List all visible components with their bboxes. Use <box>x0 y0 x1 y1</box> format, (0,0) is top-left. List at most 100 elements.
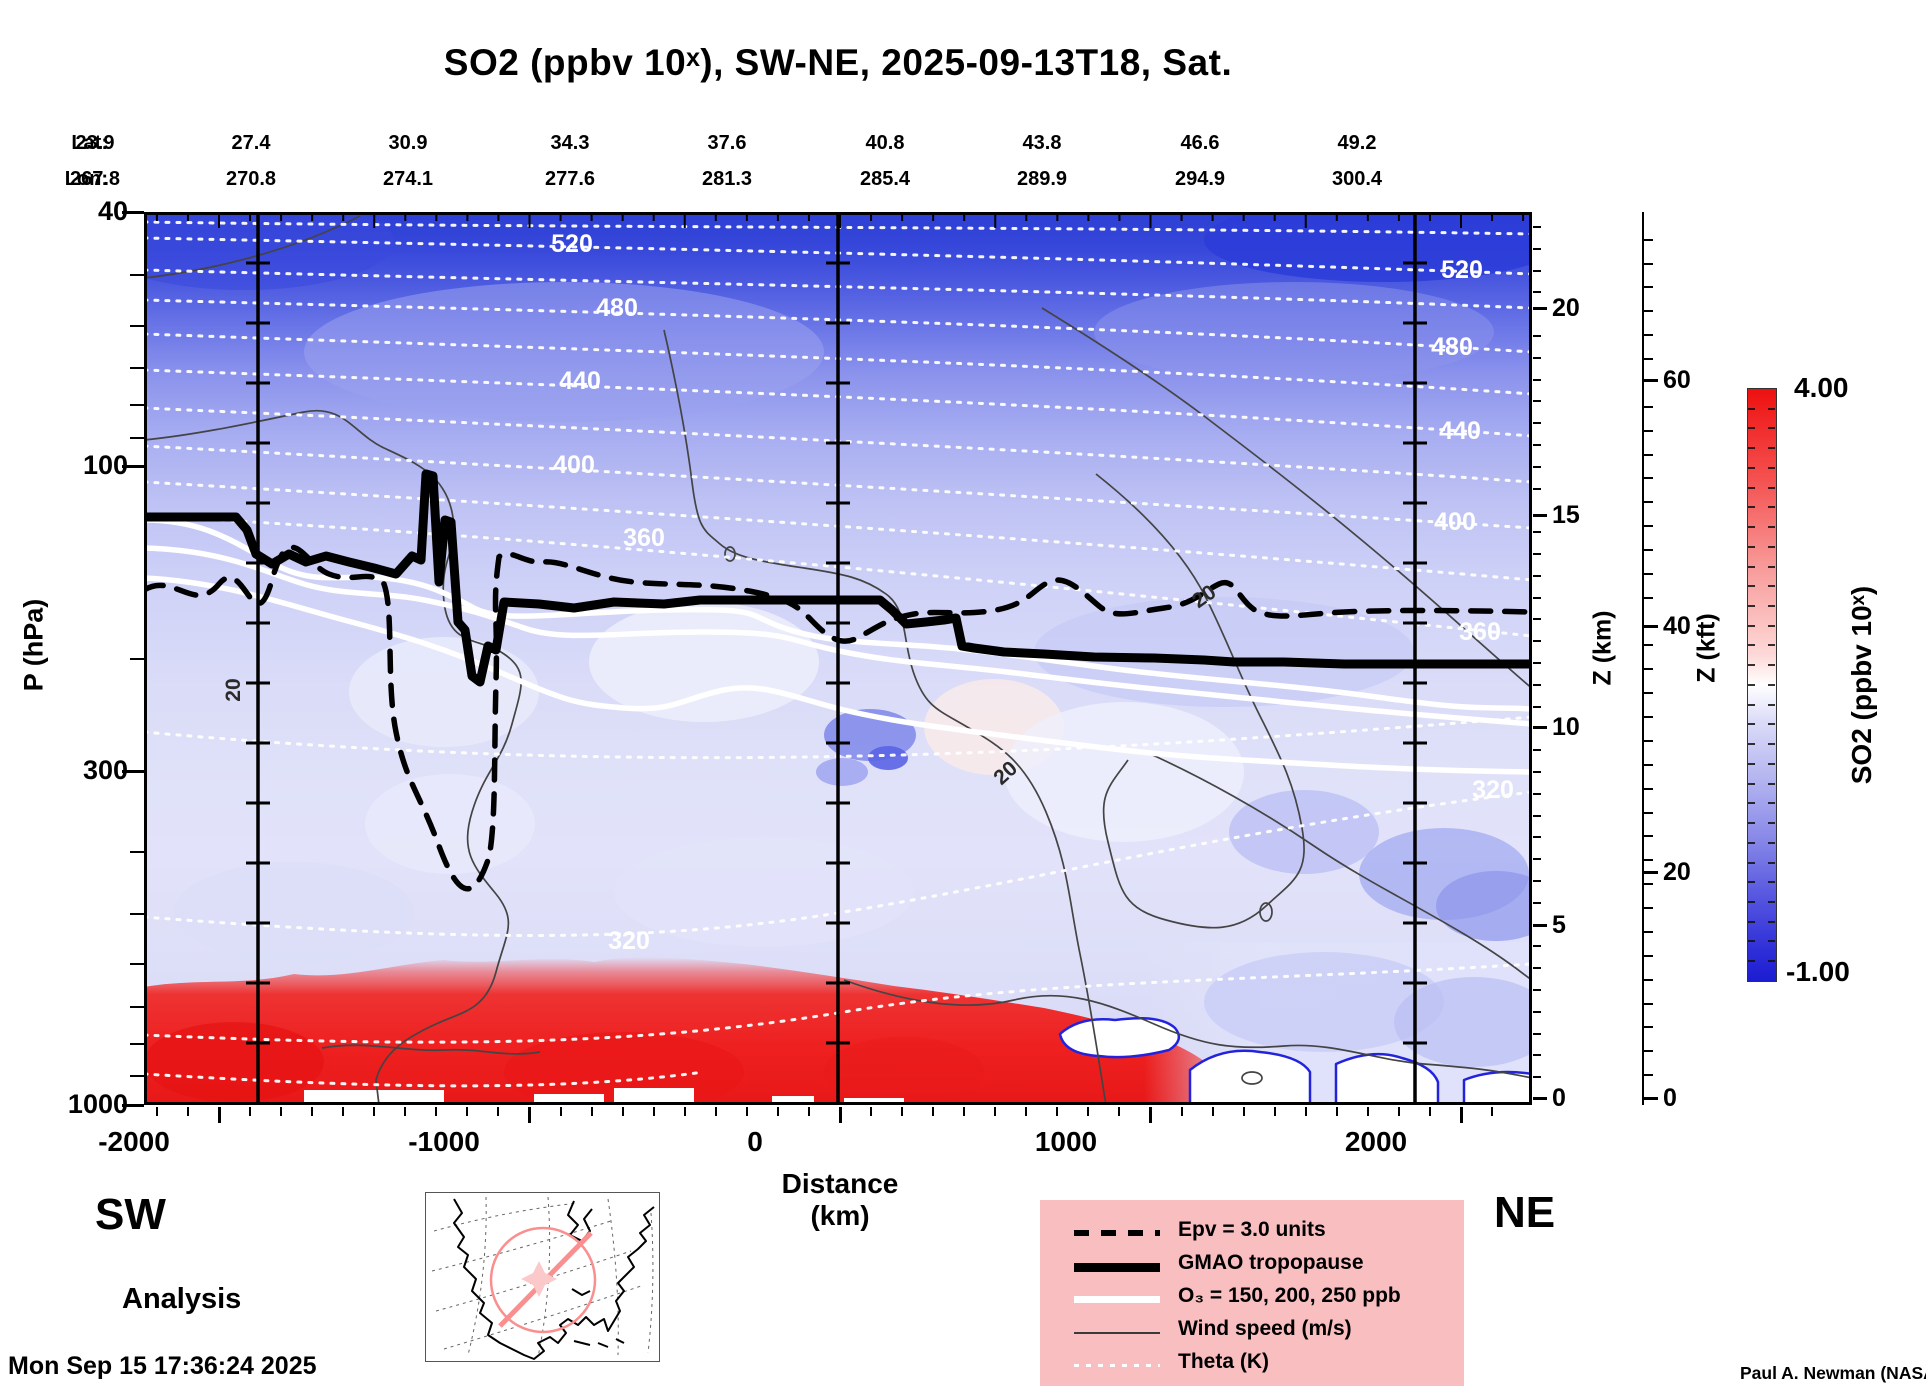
x-minor-tick <box>311 1107 314 1116</box>
colorbar-tick <box>1748 526 1755 529</box>
colorbar-tick <box>1748 664 1755 667</box>
x-minor-tick <box>1273 1107 1276 1116</box>
zkm-major-tick <box>1533 514 1547 517</box>
lat-value: 46.6 <box>1180 132 1220 154</box>
x-minor-tick <box>497 1107 500 1116</box>
theta-label: 400 <box>553 451 595 479</box>
zkm-major-tick <box>1533 726 1547 729</box>
colorbar-tick <box>1748 427 1755 430</box>
lat-value: 23.9 <box>75 132 115 154</box>
colorbar-tick <box>1748 585 1755 588</box>
transect-map <box>431 1196 655 1360</box>
x-minor-tick <box>1087 1107 1090 1116</box>
colorbar-tick <box>1768 644 1775 647</box>
lon-axis-label: Lon: <box>64 168 108 190</box>
lon-value: 281.3 <box>701 168 753 190</box>
zkft-minor-tick <box>1644 572 1653 575</box>
colorbar-tick <box>1768 545 1775 548</box>
zkm-minor-tick <box>1533 945 1541 948</box>
x-minor-tick <box>994 1107 997 1116</box>
lon-value: 300.4 <box>1331 168 1383 190</box>
y-major-tick <box>122 1104 144 1107</box>
legend-item: O₃ = 150, 200, 250 ppb <box>1040 1282 1464 1315</box>
colorbar-tick <box>1748 782 1755 785</box>
colorbar-tick <box>1748 644 1755 647</box>
y-minor-tick <box>130 1006 144 1008</box>
zkm-minor-tick <box>1533 444 1541 446</box>
lat-value: 49.2 <box>1337 132 1377 154</box>
theta-label: 360 <box>1459 618 1501 646</box>
z-km-tick-label: 0 <box>1552 1084 1566 1112</box>
colorbar-tick <box>1768 743 1775 746</box>
theta-label: 480 <box>1431 333 1473 361</box>
lon-value: 289.9 <box>1016 168 1068 190</box>
colorbar-axis-label: SO2 (ppbv 10ˣ) <box>1846 585 1877 785</box>
gmao-tropopause-line <box>139 469 1537 687</box>
x-minor-tick <box>932 1107 935 1116</box>
theta-label: 520 <box>551 230 593 258</box>
zkft-minor-tick <box>1644 930 1653 933</box>
low-so2-holes <box>1058 1016 1534 1107</box>
legend-item-label: Theta (K) <box>1178 1350 1269 1373</box>
zkft-minor-tick <box>1644 763 1653 766</box>
zkft-minor-tick <box>1644 1050 1653 1053</box>
y-minor-tick <box>130 963 144 965</box>
colorbar-tick <box>1748 743 1755 746</box>
epv-contour-line <box>141 544 1535 892</box>
colorbar-tick <box>1748 802 1755 805</box>
x-minor-tick <box>1335 1107 1338 1116</box>
zkft-minor-tick <box>1644 358 1653 361</box>
zkm-minor-tick <box>1533 422 1541 425</box>
colorbar-tick <box>1768 900 1775 903</box>
x-minor-tick <box>373 1107 376 1116</box>
lon-value: 270.8 <box>225 168 277 190</box>
x-minor-tick <box>1180 1107 1183 1116</box>
colorbar-tick <box>1748 940 1755 943</box>
zkft-minor-tick <box>1644 1002 1653 1005</box>
zkft-minor-tick <box>1644 811 1653 814</box>
x-minor-tick <box>1397 1107 1400 1116</box>
colorbar-tick <box>1748 506 1755 509</box>
zkft-minor-tick <box>1644 644 1653 647</box>
legend-sample-thick-white-icon <box>1074 1296 1160 1303</box>
map-range-circle <box>489 1226 597 1334</box>
so2-field-canvas: 5205204804804404404004003603603203202020… <box>94 194 1564 1112</box>
zkft-minor-tick <box>1644 978 1653 981</box>
zkft-minor-tick <box>1644 548 1653 551</box>
credit-text: Paul A. Newman (NASA <box>1740 1363 1926 1383</box>
y-minor-tick <box>130 851 144 853</box>
colorbar-tick <box>1748 920 1755 923</box>
zkft-minor-tick <box>1644 501 1653 504</box>
x-minor-tick <box>621 1107 624 1116</box>
zkft-minor-tick <box>1644 739 1653 742</box>
colorbar-tick <box>1768 605 1775 608</box>
x-minor-tick <box>590 1107 593 1116</box>
z-kft-tick-label: 20 <box>1663 858 1691 886</box>
y-minor-tick <box>130 325 144 327</box>
colorbar-tick <box>1748 723 1755 726</box>
colorbar-tick <box>1748 407 1755 410</box>
colorbar-tick <box>1748 486 1755 489</box>
colorbar-tick <box>1768 723 1775 726</box>
zkft-minor-tick <box>1644 596 1653 599</box>
zkft-minor-tick <box>1644 859 1653 862</box>
y-major-tick <box>122 465 144 468</box>
colorbar-tick <box>1748 822 1755 825</box>
x-minor-tick <box>1304 1107 1307 1116</box>
zkft-minor-tick <box>1644 954 1653 957</box>
zkft-minor-tick <box>1644 262 1653 265</box>
zkm-minor-tick <box>1533 814 1541 817</box>
x-minor-tick <box>1428 1107 1431 1116</box>
zkm-minor-tick <box>1533 574 1541 577</box>
zkft-minor-tick <box>1644 238 1653 241</box>
z-km-tick-label: 10 <box>1552 713 1580 741</box>
colorbar-tick <box>1748 565 1755 568</box>
zkm-major-tick <box>1533 924 1547 927</box>
legend-item: Wind speed (m/s) <box>1040 1315 1464 1348</box>
zkm-minor-tick <box>1533 226 1541 228</box>
pressure-tick-label: 40 <box>97 196 128 226</box>
colorbar-tick <box>1768 624 1775 627</box>
zkft-major-tick <box>1644 625 1658 628</box>
x-minor-tick <box>683 1107 686 1116</box>
x-minor-tick <box>249 1107 252 1116</box>
